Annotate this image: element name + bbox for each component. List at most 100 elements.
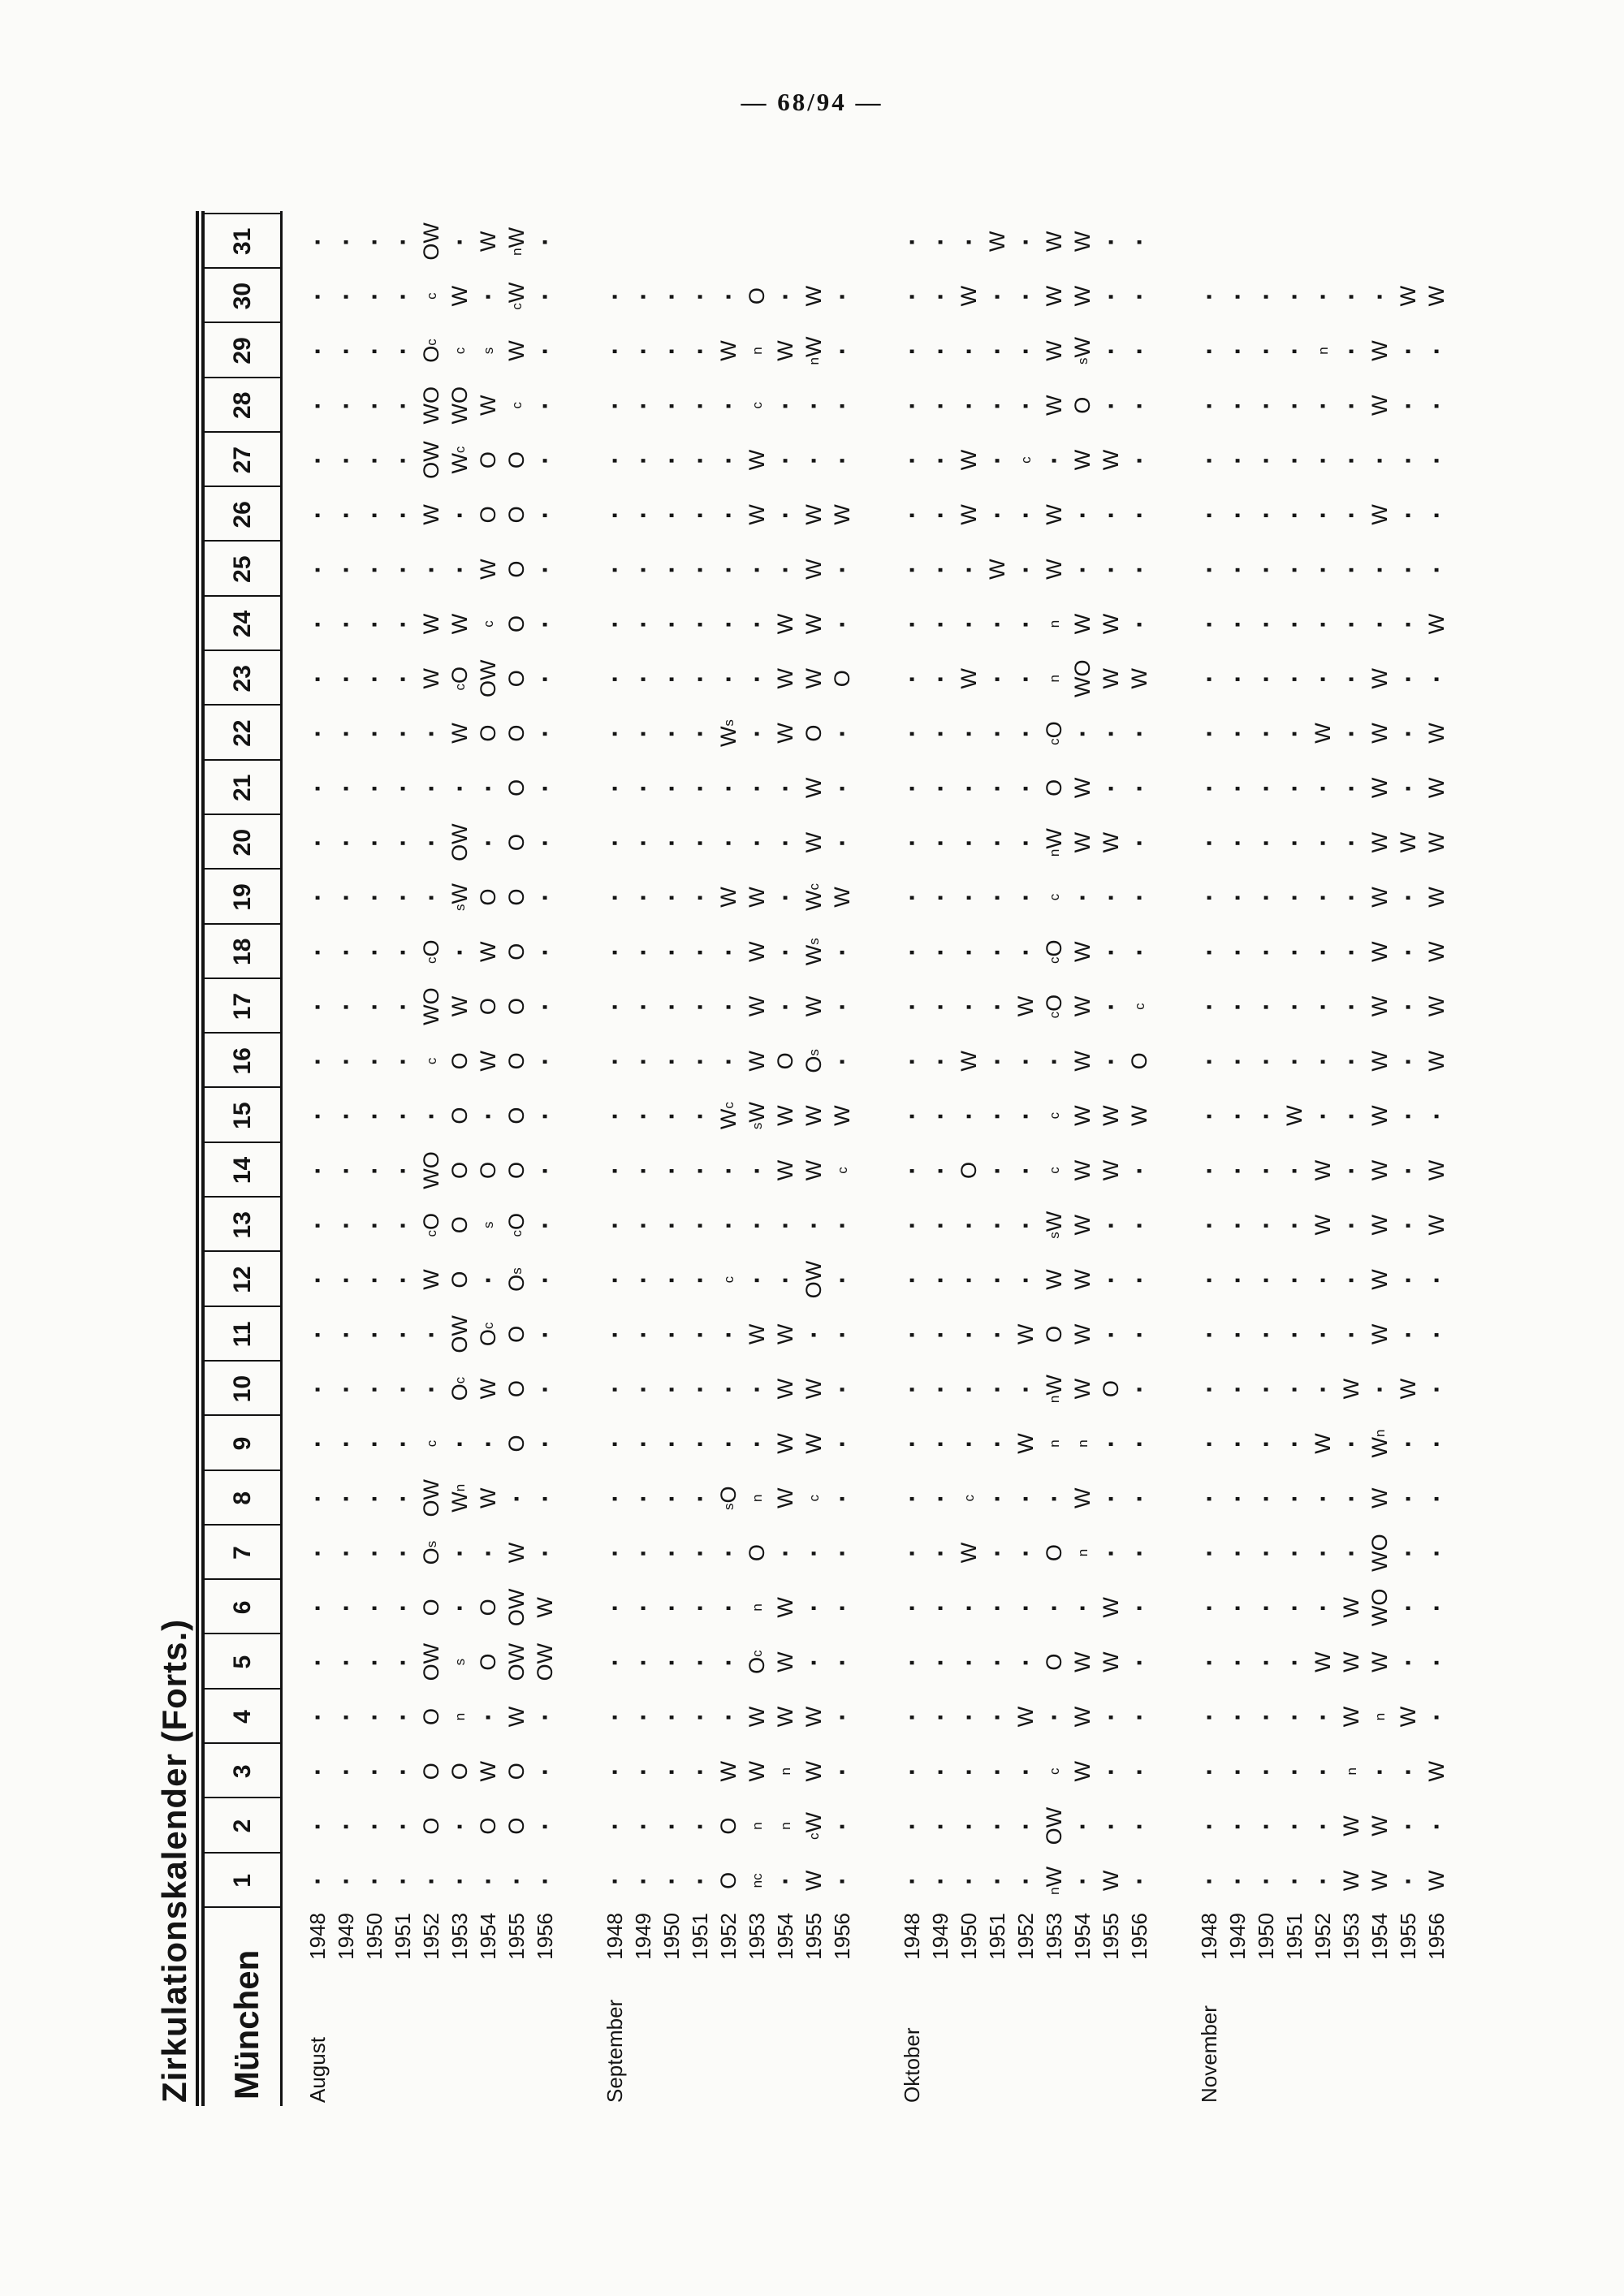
data-cell: ·: [628, 487, 658, 542]
dot-mark: ·: [1194, 1002, 1224, 1011]
data-cell: ·: [1337, 1198, 1366, 1252]
dot-mark: ·: [388, 237, 417, 246]
data-cell: ·: [628, 761, 658, 815]
data-cell: ·: [600, 433, 629, 487]
data-cell: W: [475, 395, 500, 416]
data-cell: ·: [983, 1744, 1012, 1798]
dot-mark: ·: [685, 1657, 715, 1667]
data-cell: ·: [983, 925, 1012, 979]
dot-mark: ·: [926, 1657, 955, 1667]
dot-mark: ·: [1251, 1111, 1281, 1120]
data-cell: ·: [827, 979, 857, 1034]
dot-mark: ·: [685, 1493, 715, 1503]
data-cell: ·: [600, 651, 629, 706]
data-cell: O: [1069, 396, 1095, 414]
data-cell: ·: [827, 815, 857, 870]
dot-mark: ·: [303, 237, 332, 246]
dot-mark: ·: [530, 1220, 559, 1230]
data-cell: ·: [1337, 706, 1366, 760]
data-cell: n: [1046, 1439, 1062, 1448]
data-cell: ·: [714, 651, 743, 706]
data-cell: O: [503, 615, 529, 632]
data-cell: ·: [600, 870, 629, 924]
year-label: 1956: [1126, 1913, 1151, 1960]
data-cell: ·: [954, 979, 983, 1034]
data-cell: ·: [1011, 597, 1040, 651]
data-cell: ·: [388, 433, 417, 487]
data-cell: W: [1367, 887, 1392, 908]
dot-mark: ·: [926, 1275, 955, 1284]
dot-mark: ·: [926, 892, 955, 902]
data-cell: ·: [445, 761, 474, 815]
data-cell: ·: [1422, 1690, 1451, 1744]
data-cell: ·: [303, 597, 332, 651]
dot-mark: ·: [926, 1384, 955, 1393]
year-label: 1953: [1041, 1913, 1066, 1960]
dot-mark: ·: [628, 455, 658, 464]
data-cell: O: [503, 506, 529, 524]
dot-mark: ·: [926, 1220, 955, 1230]
data-cell: c: [1046, 893, 1062, 901]
data-cell: ·: [926, 433, 955, 487]
data-cell: ·: [983, 761, 1012, 815]
dot-mark: ·: [827, 728, 857, 738]
dot-mark: ·: [473, 1439, 503, 1448]
year-label: 1954: [1367, 1913, 1392, 1960]
data-cell: n: [1074, 1439, 1091, 1448]
dot-mark: ·: [897, 1767, 926, 1776]
data-cell: ·: [657, 1416, 686, 1470]
year-label: 1954: [772, 1913, 797, 1960]
data-cell: ·: [742, 1198, 771, 1252]
dot-mark: ·: [1125, 510, 1154, 520]
data-cell: ·: [1251, 1362, 1281, 1416]
data-cell: c: [720, 1275, 736, 1284]
data-cell: ·: [954, 378, 983, 433]
data-cell: n: [749, 1822, 765, 1830]
data-cell: W: [772, 1597, 797, 1618]
dot-mark: ·: [657, 674, 686, 684]
data-cell: ·: [1011, 1744, 1040, 1798]
data-cell: ·: [1194, 1307, 1224, 1362]
data-cell: ·: [1365, 1362, 1394, 1416]
data-cell: ·: [360, 487, 389, 542]
data-cell: ·: [983, 597, 1012, 651]
data-cell: W: [1338, 1651, 1363, 1672]
dot-mark: ·: [303, 1548, 332, 1557]
data-cell: ·: [388, 597, 417, 651]
data-cell: ·: [1251, 651, 1281, 706]
data-cell: ·: [771, 378, 800, 433]
dot-mark: ·: [1280, 564, 1309, 574]
dot-mark: ·: [1337, 455, 1366, 464]
dot-mark: ·: [1223, 728, 1252, 738]
dot-mark: ·: [417, 1876, 446, 1885]
data-cell: ·: [1308, 269, 1337, 323]
dot-mark: ·: [331, 1712, 361, 1721]
dot-mark: ·: [530, 728, 559, 738]
dot-mark: ·: [1096, 564, 1125, 574]
data-cell: W: [744, 887, 769, 908]
data-cell: W: [715, 1761, 741, 1782]
data-cell: ·: [1280, 487, 1309, 542]
data-cell: ·: [1393, 1854, 1423, 1908]
data-cell: ·: [1096, 1307, 1125, 1362]
data-cell: ·: [600, 1143, 629, 1198]
dot-mark: ·: [331, 783, 361, 792]
data-cell: ·: [628, 1143, 658, 1198]
dot-mark: ·: [1365, 619, 1394, 628]
data-cell: ·: [331, 542, 361, 597]
data-cell: W: [1098, 1651, 1123, 1672]
data-cell: W: [1126, 668, 1151, 689]
data-cell: ·: [360, 1798, 389, 1853]
dot-mark: ·: [1223, 1439, 1252, 1448]
data-cell: ·: [954, 1854, 983, 1908]
dot-mark: ·: [445, 1603, 474, 1612]
dot-mark: ·: [657, 892, 686, 902]
data-cell: ·: [628, 815, 658, 870]
day-number: 17: [228, 992, 256, 1021]
dot-mark: ·: [714, 1166, 743, 1175]
data-cell: O: [475, 1653, 500, 1671]
dot-mark: ·: [303, 1384, 332, 1393]
data-cell: ·: [657, 706, 686, 760]
data-cell: ·: [473, 1854, 503, 1908]
